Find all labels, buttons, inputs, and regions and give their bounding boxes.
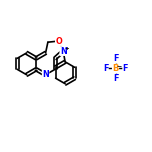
Text: B: B xyxy=(112,64,119,73)
Text: F: F xyxy=(123,64,128,73)
Text: +: + xyxy=(64,46,69,51)
Text: F: F xyxy=(113,54,118,63)
Text: −: − xyxy=(116,63,121,68)
Text: O: O xyxy=(55,36,62,46)
Text: N: N xyxy=(42,70,49,79)
Text: F: F xyxy=(103,64,108,73)
Text: F: F xyxy=(113,74,118,83)
Text: N: N xyxy=(60,47,67,55)
